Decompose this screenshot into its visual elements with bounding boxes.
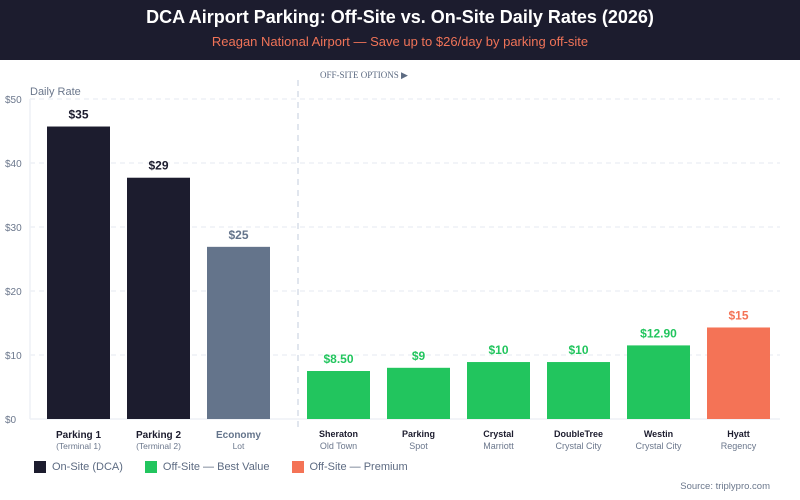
data-label: $10 <box>488 343 508 357</box>
legend-label: Off-Site — Premium <box>309 461 408 473</box>
data-label: $25 <box>228 228 248 242</box>
bar <box>307 371 370 419</box>
bar <box>47 126 110 420</box>
chart-legend: On-Site (DCA) Off-Site — Best Value Off-Si… <box>34 461 430 473</box>
x-tick-sublabel: (Terminal 2) <box>136 441 181 451</box>
bar <box>207 246 270 419</box>
x-tick-label: Sheraton <box>319 429 358 439</box>
x-tick-sublabel: Lot <box>233 441 245 451</box>
x-tick-sublabel: Regency <box>721 441 757 451</box>
x-tick-label: DoubleTree <box>554 429 603 439</box>
section-annotation: OFF-SITE OPTIONS ▶ <box>320 70 408 80</box>
y-axis-label: Daily Rate <box>30 86 81 98</box>
x-tick-label: Economy <box>216 430 261 441</box>
bar <box>467 362 530 419</box>
bar <box>547 362 610 419</box>
y-tick-label: $10 <box>5 351 22 362</box>
x-tick-label: Parking 1 <box>56 430 101 441</box>
legend-swatch <box>144 461 157 473</box>
x-tick-sublabel: Old Town <box>320 441 357 451</box>
data-label: $9 <box>412 349 426 363</box>
chart-subtitle: Reagan National Airport — Save up to $26… <box>211 34 589 49</box>
x-tick-sublabel: Crystal City <box>555 441 602 451</box>
data-label: $8.50 <box>323 352 353 366</box>
y-tick-label: $0 <box>5 415 17 426</box>
legend-item: Off-Site — Premium <box>291 461 408 473</box>
source-note: Source: triplypro.com <box>680 481 770 492</box>
x-tick-sublabel: Crystal City <box>635 441 682 451</box>
chart-header: DCA Airport Parking: Off-Site vs. On-Sit… <box>0 0 800 60</box>
legend-item: Off-Site — Best Value <box>144 461 270 473</box>
bar <box>127 177 190 419</box>
x-tick-label: Westin <box>644 429 673 439</box>
legend-item: On-Site (DCA) <box>34 461 123 473</box>
x-tick-label: Hyatt <box>727 429 750 439</box>
legend-label: On-Site (DCA) <box>52 461 123 473</box>
x-tick-label: Parking 2 <box>136 430 181 441</box>
y-tick-label: $30 <box>5 223 22 234</box>
bar <box>707 327 770 419</box>
legend-swatch <box>34 461 46 473</box>
data-label: $10 <box>568 343 588 357</box>
x-tick-sublabel: Spot <box>409 441 428 451</box>
y-tick-label: $40 <box>5 159 22 170</box>
data-label: $29 <box>148 159 168 173</box>
bar <box>387 367 450 419</box>
data-label: $12.90 <box>640 326 677 340</box>
legend-label: Off-Site — Best Value <box>162 461 270 473</box>
legend-swatch <box>291 461 304 473</box>
x-tick-label: Parking <box>402 429 435 439</box>
x-tick-label: Crystal <box>483 429 514 439</box>
chart-title: DCA Airport Parking: Off-Site vs. On-Sit… <box>146 7 654 27</box>
y-tick-label: $50 <box>5 95 22 106</box>
x-tick-sublabel: Marriott <box>483 441 514 451</box>
data-label: $35 <box>68 108 88 122</box>
bar <box>627 345 690 419</box>
data-label: $15 <box>728 308 748 322</box>
y-tick-label: $20 <box>5 287 22 298</box>
x-tick-sublabel: (Terminal 1) <box>56 441 101 451</box>
